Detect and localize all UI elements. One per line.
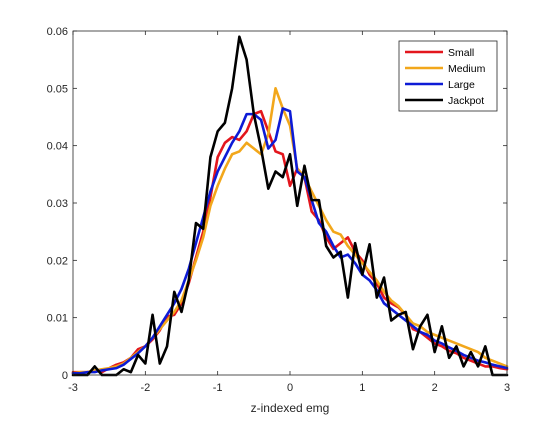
y-tick-label: 0.05 [47,83,68,95]
series-layer [71,35,509,377]
y-tick-label: 0 [62,370,68,382]
y-tick-label: 0.01 [47,313,68,325]
x-tick-label: 0 [287,382,293,394]
x-axis-label: z-indexed emg [251,401,330,415]
y-tick-label: 0.03 [47,198,68,210]
legend: Small Medium Large Jackpot [398,40,498,112]
x-tick-label: -2 [140,382,150,394]
legend-label-large: Large [448,79,475,91]
legend-label-medium: Medium [448,63,486,75]
x-tick-label: -1 [213,382,223,394]
y-tick-label: 0.04 [47,141,68,153]
x-tick-label: 2 [432,382,438,394]
x-tick-label: 1 [359,382,365,394]
x-tick-label: -3 [68,382,78,394]
ticks-layer: -3 -2 -1 0 1 2 3 0 0.01 0.02 0.03 0.04 0.05 0.06 [47,26,510,394]
series-line-jackpot [71,35,509,377]
y-tick-label: 0.06 [47,26,68,38]
x-tick-label: 3 [504,382,510,394]
legend-label-small: Small [448,47,474,59]
legend-label-jackpot: Jackpot [448,95,484,107]
series-line-large [71,107,509,375]
y-tick-label: 0.02 [47,255,68,267]
